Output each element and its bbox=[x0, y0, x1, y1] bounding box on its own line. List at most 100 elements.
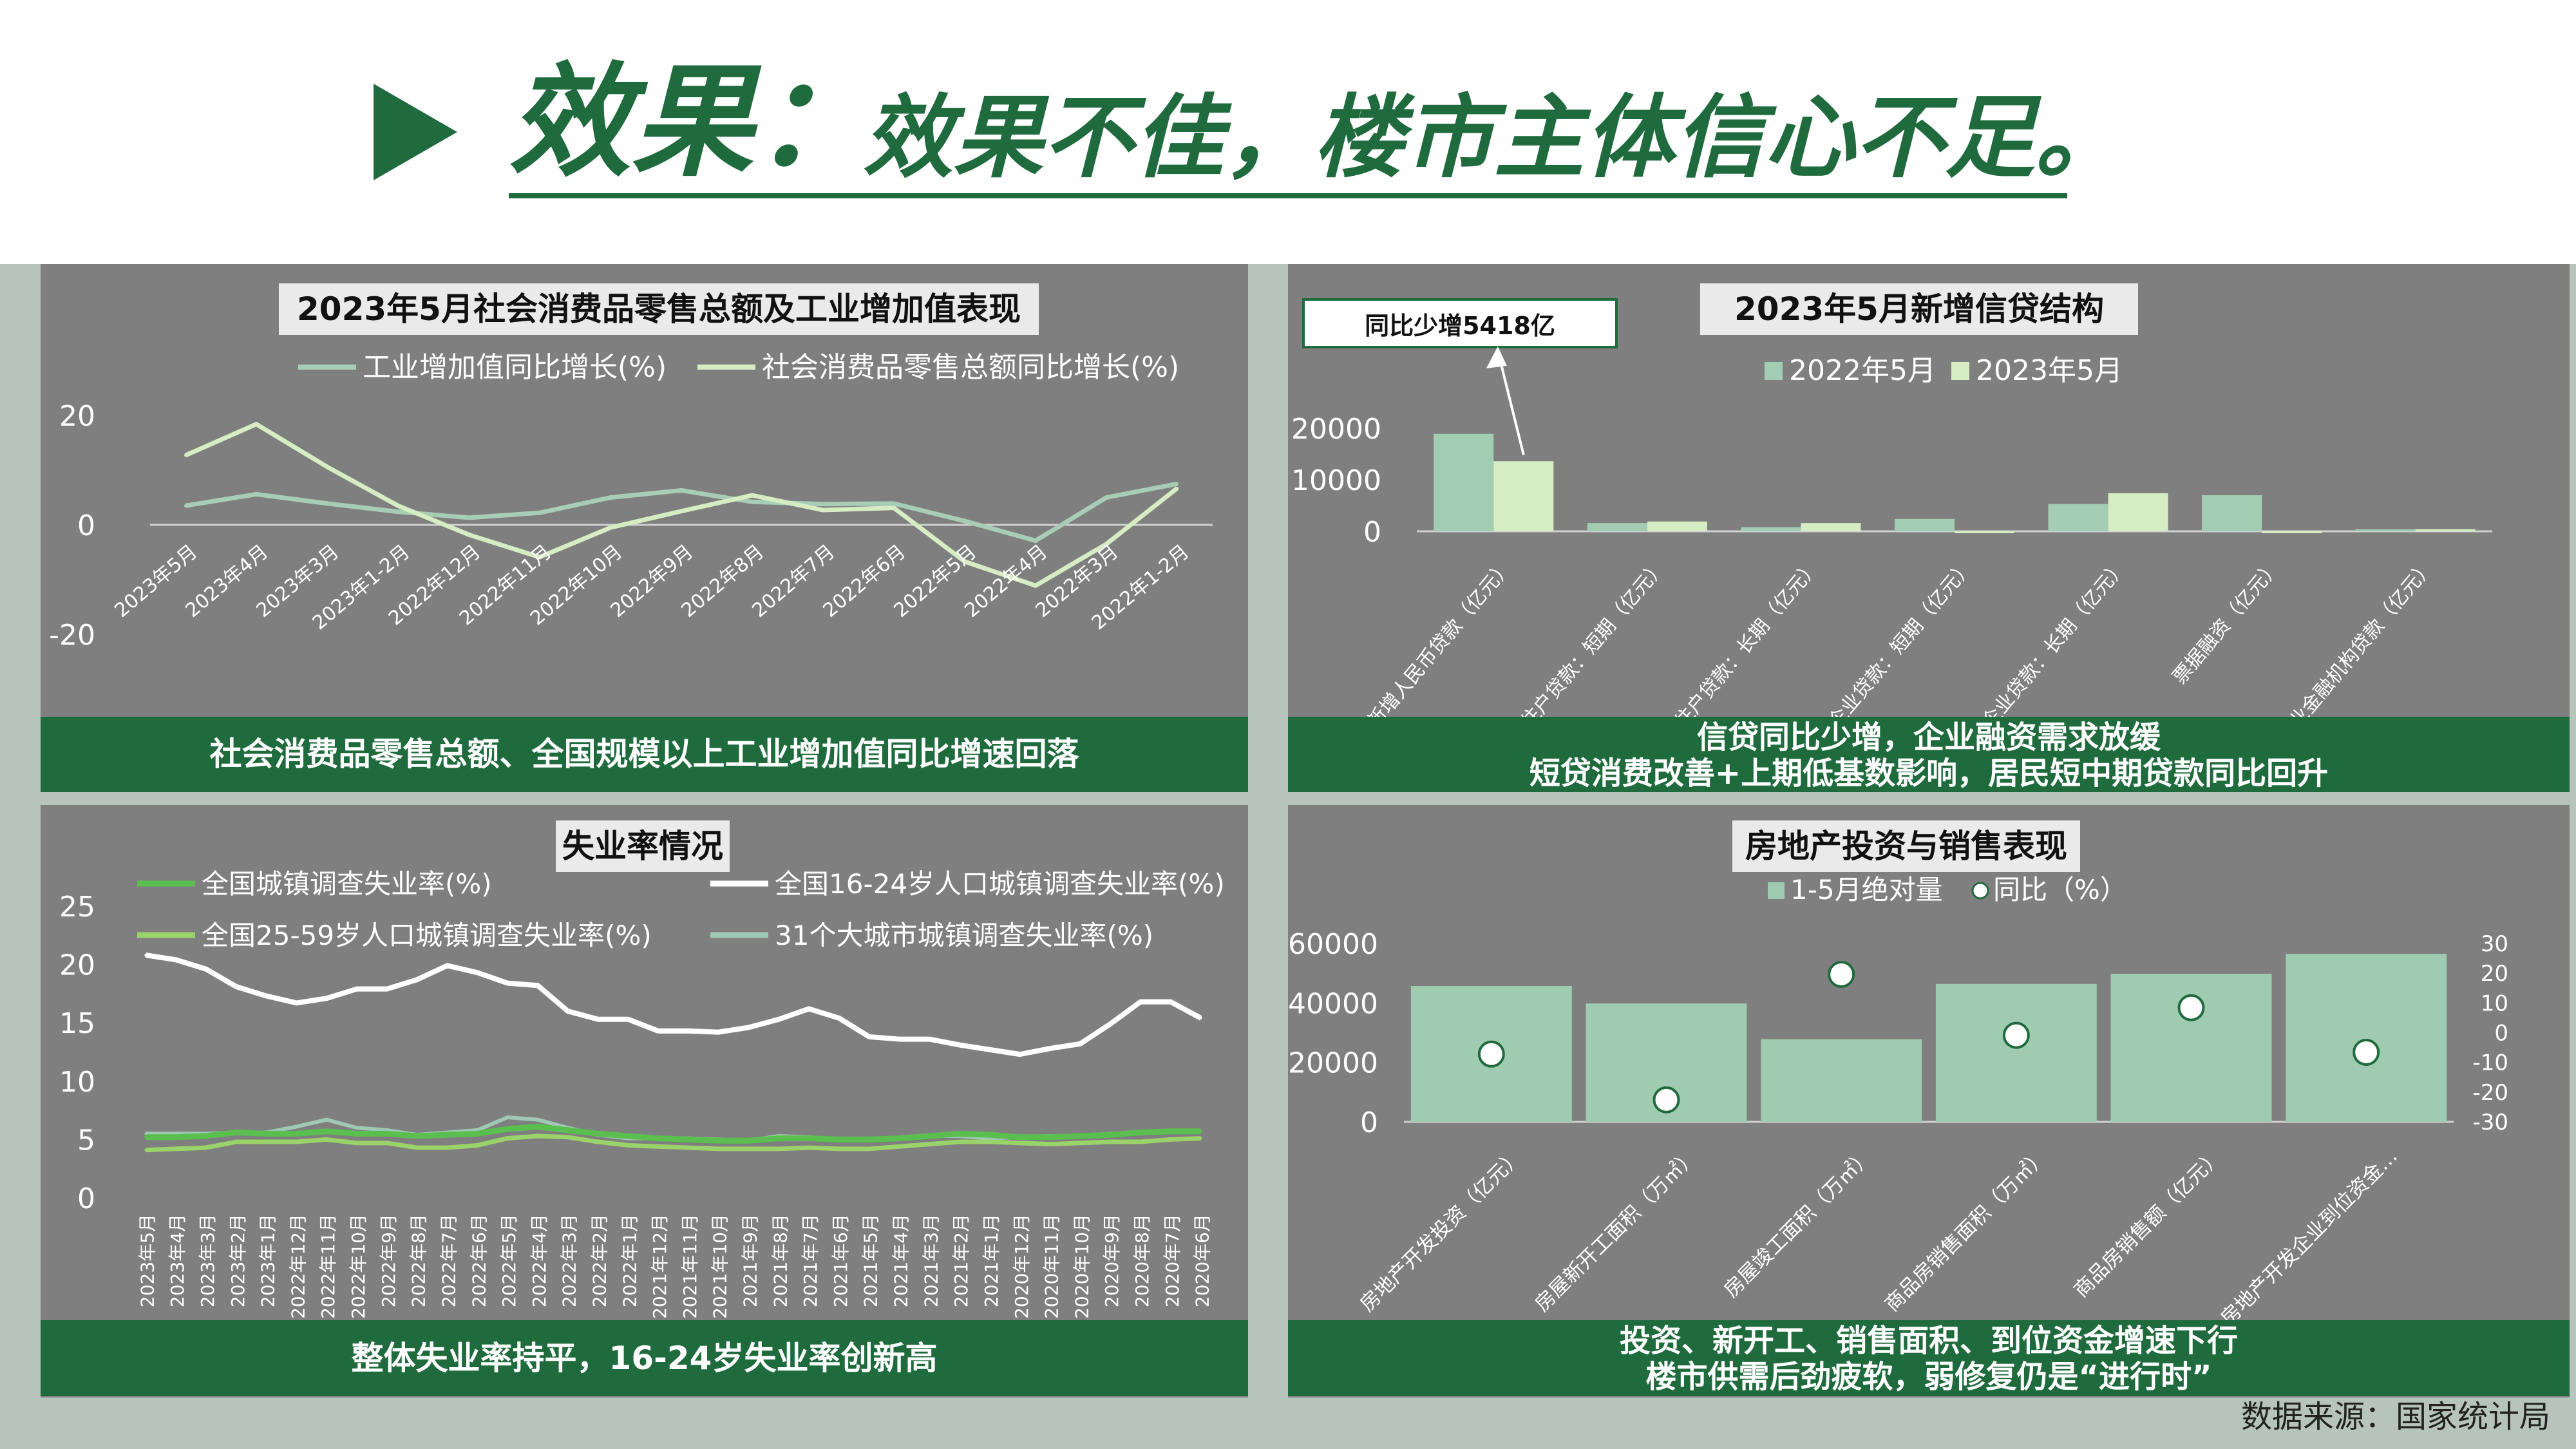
data-point bbox=[415, 1134, 419, 1137]
data-point bbox=[627, 1144, 630, 1147]
data-point bbox=[326, 502, 328, 505]
x-tick-label: 企业贷款：长期（亿元） bbox=[1978, 556, 2132, 733]
data-point bbox=[476, 971, 479, 974]
x-tick-label: 住户贷款：短期（亿元） bbox=[1517, 556, 1671, 733]
banner-unemployment: 整体失业率持平，16-24岁失业率创新高 bbox=[41, 1320, 1248, 1396]
data-point bbox=[808, 1146, 811, 1150]
data-point bbox=[1079, 1042, 1082, 1045]
data-point bbox=[958, 1141, 961, 1144]
banner-credit-line2: 短贷消费改善+上期低基数影响，居民短中期贷款同比回升 bbox=[1529, 755, 2329, 791]
y-tick-label: 10 bbox=[59, 1066, 95, 1099]
legend-label: 全国城镇调查失业率(%) bbox=[202, 868, 492, 900]
data-point bbox=[355, 987, 359, 990]
legend-swatch bbox=[1951, 362, 1969, 380]
credit-callout-box: 同比少增5418亿 bbox=[1302, 298, 1618, 348]
scatter-point bbox=[1828, 961, 1855, 989]
data-point bbox=[446, 1133, 449, 1137]
data-point bbox=[234, 985, 238, 989]
data-point bbox=[265, 1141, 268, 1144]
x-tick-label: 2022年2月 bbox=[589, 1214, 610, 1307]
x-tick-label: 2022年3月 bbox=[559, 1214, 580, 1307]
data-point bbox=[566, 1010, 569, 1013]
bar bbox=[2415, 529, 2476, 531]
data-point bbox=[175, 958, 178, 961]
x-tick-label: 2021年1月 bbox=[981, 1214, 1002, 1307]
data-point bbox=[893, 506, 895, 509]
data-point bbox=[928, 1142, 931, 1146]
y2-tick-label: -10 bbox=[2472, 1050, 2508, 1076]
scatter-point bbox=[2002, 1021, 2030, 1049]
data-point bbox=[175, 1147, 178, 1150]
data-point bbox=[536, 1125, 539, 1128]
data-point bbox=[1034, 584, 1037, 587]
data-point bbox=[928, 1134, 931, 1137]
data-point bbox=[958, 1132, 961, 1135]
panel-consumption: 2023年5月社会消费品零售总额及工业增加值表现 20 0 -20 工业增加值同比增长… bbox=[41, 264, 1248, 792]
data-point bbox=[506, 981, 509, 985]
x-tick-label: 住户贷款：长期（亿元） bbox=[1671, 556, 1824, 733]
data-point bbox=[609, 496, 612, 499]
data-point bbox=[751, 500, 753, 504]
data-point bbox=[506, 1115, 509, 1119]
data-point bbox=[385, 1132, 388, 1135]
x-tick-label: 2020年9月 bbox=[1101, 1214, 1122, 1307]
x-tick-label: 2023年1月 bbox=[258, 1214, 279, 1307]
x-tick-label: 2021年2月 bbox=[951, 1214, 972, 1307]
bar bbox=[2202, 495, 2262, 531]
data-point bbox=[747, 1026, 750, 1029]
data-point bbox=[325, 997, 328, 1000]
page-header: 效果： 效果不佳，楼市主体信心不足。 bbox=[0, 0, 2576, 264]
play-triangle-icon bbox=[374, 84, 457, 180]
data-point bbox=[1048, 1047, 1052, 1050]
y2-tick-label: 10 bbox=[2481, 990, 2508, 1016]
data-point bbox=[1034, 539, 1037, 542]
legend-label: 全国16-24岁人口城镇调查失业率(%) bbox=[775, 868, 1225, 900]
data-point bbox=[325, 1130, 328, 1133]
data-point bbox=[657, 1029, 660, 1032]
title-underline bbox=[509, 193, 2067, 198]
data-point bbox=[536, 1118, 539, 1121]
data-point bbox=[506, 1137, 509, 1140]
legend-label: 31个大城市城镇调查失业率(%) bbox=[775, 920, 1153, 951]
chart-unemployment: 25 20 15 10 5 0 全国城镇调查失业率(%) 全国16-24岁人口城镇调查失业率(… bbox=[59, 868, 1225, 1319]
data-point bbox=[255, 422, 258, 426]
data-point bbox=[1176, 487, 1179, 490]
banner-realestate-line2: 楼市供需后劲疲软，弱修复仍是“进行时” bbox=[1645, 1359, 2212, 1395]
chart-realestate: 60000 40000 20000 0 30 20 10 0 -10 -20 -30 1-5月绝对量 同… bbox=[1288, 874, 2508, 1320]
legend-swatch bbox=[1971, 882, 1989, 900]
data-point bbox=[837, 1016, 840, 1019]
data-point bbox=[928, 1037, 931, 1041]
y-tick-label: -20 bbox=[49, 619, 95, 652]
panel-credit-title: 2023年5月新增信贷结构 bbox=[1700, 283, 2138, 335]
x-tick-label: 2021年11月 bbox=[679, 1214, 701, 1319]
x-tick-label: 房屋新开工面积（万㎡） bbox=[1531, 1144, 1703, 1316]
data-point bbox=[680, 489, 683, 492]
data-point bbox=[144, 1135, 147, 1139]
data-point bbox=[476, 1132, 479, 1135]
x-tick-label: 2021年6月 bbox=[830, 1214, 851, 1307]
x-tick-label: 2023年5月 bbox=[137, 1214, 158, 1307]
bar bbox=[2355, 529, 2416, 531]
bar bbox=[1647, 521, 1707, 531]
x-tick-label: 2021年12月 bbox=[649, 1214, 670, 1319]
x-tick-label: 新增人民币贷款（亿元） bbox=[1363, 556, 1517, 733]
x-tick-label: 2020年6月 bbox=[1192, 1214, 1213, 1307]
data-point bbox=[687, 1029, 690, 1032]
y2-tick-label: 30 bbox=[2481, 931, 2508, 957]
bar bbox=[1894, 518, 1955, 531]
x-tick-label: 2021年7月 bbox=[800, 1214, 821, 1307]
data-point bbox=[355, 1132, 359, 1135]
scatter-point bbox=[2177, 994, 2205, 1021]
data-point bbox=[415, 1146, 419, 1150]
bar bbox=[1741, 527, 1801, 531]
data-point bbox=[538, 556, 541, 559]
x-tick-label: 2021年4月 bbox=[891, 1214, 912, 1307]
data-point bbox=[963, 520, 966, 523]
data-source: 数据来源：国家统计局 bbox=[2240, 1399, 2550, 1435]
data-point bbox=[596, 1132, 600, 1135]
y-tick-label: 15 bbox=[59, 1007, 95, 1040]
y-tick-label: 0 bbox=[77, 1182, 95, 1215]
bar bbox=[1801, 523, 1861, 531]
data-point bbox=[144, 954, 147, 957]
data-point bbox=[867, 1138, 871, 1141]
